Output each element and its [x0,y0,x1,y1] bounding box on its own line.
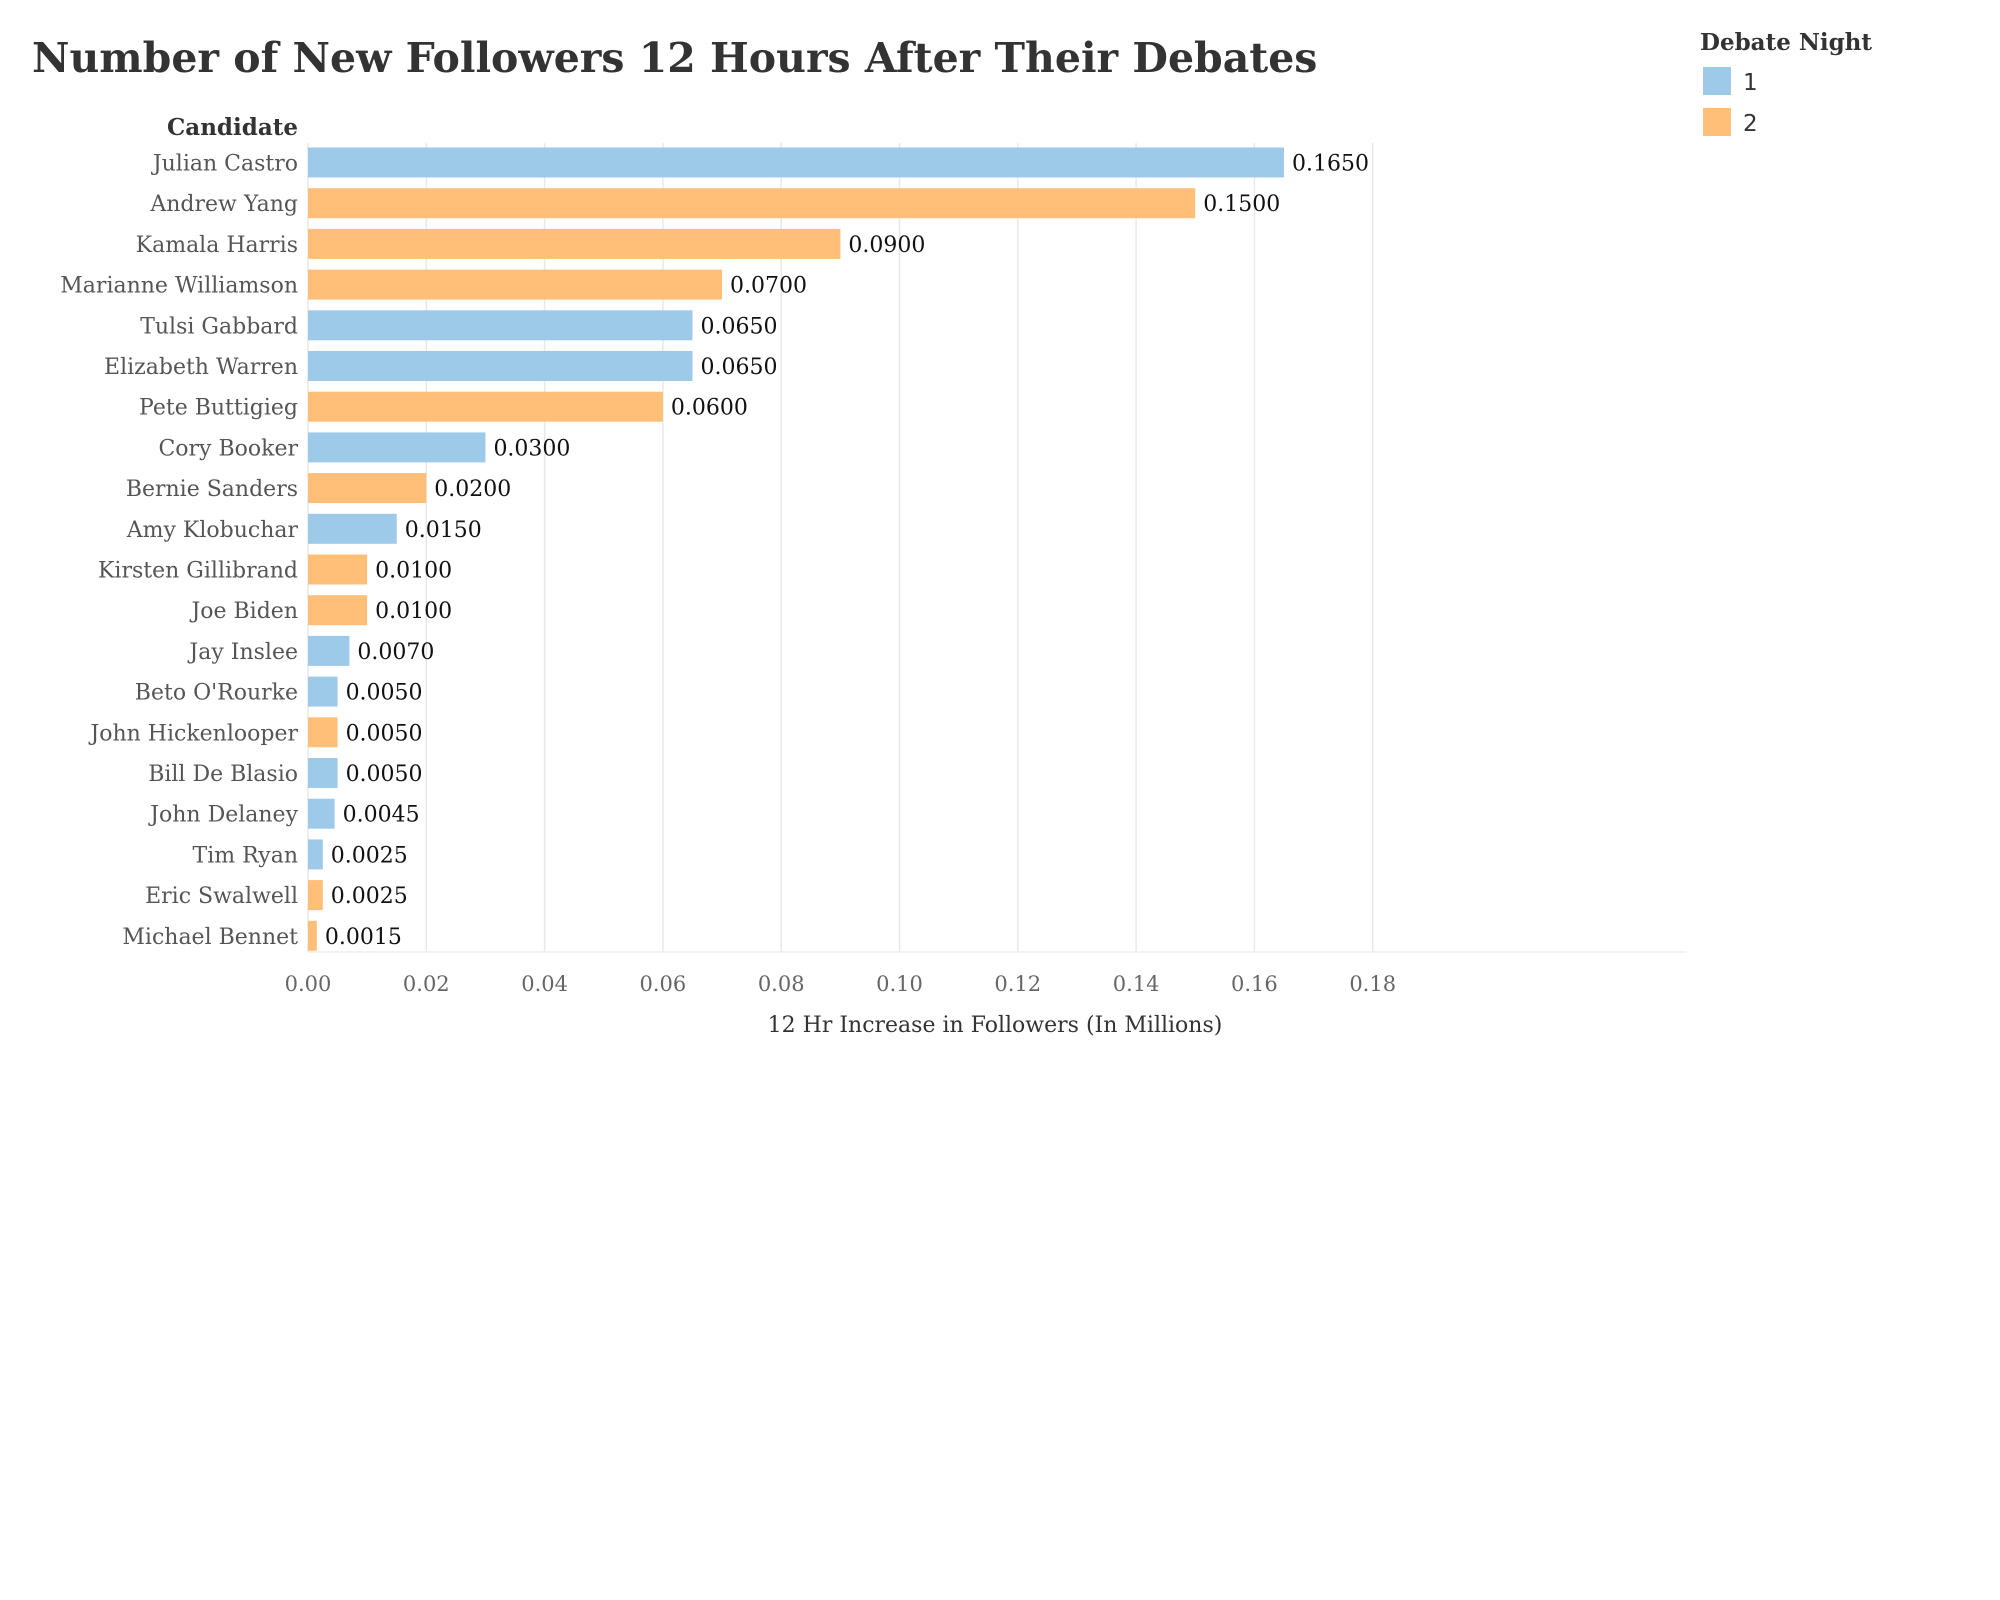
bar[interactable] [308,228,841,259]
bar[interactable] [308,635,350,666]
x-tick-label: 0.10 [876,972,923,996]
category-label: Marianne Williamson [60,274,298,299]
category-label: Jay Inslee [187,640,298,665]
legend-swatch-2 [1703,108,1731,136]
data-label: 0.0025 [331,884,408,909]
data-label: 0.0045 [343,803,420,828]
category-label: Cory Booker [158,436,298,461]
bar[interactable] [308,880,323,911]
category-label: Amy Klobuchar [126,518,299,543]
bar[interactable] [308,269,723,300]
bar[interactable] [308,473,427,504]
data-label: 0.0050 [346,681,423,706]
category-label: Pete Buttigieg [139,396,298,421]
data-label: 0.0650 [700,314,777,339]
bar[interactable] [308,351,693,381]
legend-title: Debate Night [1700,29,1872,56]
data-label: 0.1650 [1292,152,1369,177]
data-label: 0.0025 [331,843,408,868]
bar[interactable] [308,310,693,341]
x-tick-label: 0.14 [1113,972,1160,996]
data-label: 0.1500 [1203,192,1280,217]
bar[interactable] [308,513,397,544]
category-label: Andrew Yang [149,192,298,217]
category-axis-header: Candidate [167,114,298,141]
category-label: Beto O'Rourke [135,681,298,706]
bar[interactable] [308,798,335,829]
gridlines [307,143,1685,953]
category-label: Bernie Sanders [126,477,298,502]
category-label: John Hickenlooper [88,721,298,746]
bar[interactable] [308,717,338,748]
x-tick-label: 0.18 [1349,972,1396,996]
bar[interactable] [308,676,338,707]
data-label: 0.0600 [671,396,748,421]
x-tick-label: 0.08 [758,972,805,996]
bar[interactable] [308,188,1196,219]
data-label: 0.0100 [375,559,452,584]
category-labels: Julian Castro Andrew Yang Kamala Harris Mar… [60,152,298,950]
category-label: Kamala Harris [136,233,298,258]
chart-title: Number of New Followers 12 Hours After T… [32,34,1317,82]
data-label: 0.0070 [357,640,434,665]
category-label: Michael Bennet [122,925,298,950]
bar[interactable] [308,758,338,788]
data-label: 0.0700 [730,274,807,299]
category-label: John Delaney [148,803,298,828]
x-tick-label: 0.04 [521,972,568,996]
x-tick-label: 0.06 [640,972,687,996]
data-label: 0.0150 [405,518,482,543]
data-label: 0.0300 [493,436,570,461]
x-tick-label: 0.12 [994,972,1041,996]
category-label: Elizabeth Warren [104,355,298,380]
category-label: Julian Castro [151,152,298,177]
bar[interactable] [308,147,1284,178]
data-label: 0.0200 [434,477,511,502]
bar[interactable] [308,920,317,951]
bar[interactable] [308,554,368,585]
x-tick-label: 0.02 [403,972,450,996]
legend-swatch-1 [1703,67,1731,95]
legend-label-2: 2 [1743,111,1758,137]
data-label: 0.0100 [375,599,452,624]
data-label: 0.0050 [346,762,423,787]
category-label: Joe Biden [189,599,298,624]
data-label: 0.0015 [325,925,402,950]
bars [308,147,1284,951]
category-label: Tulsi Gabbard [140,314,298,339]
x-tick-label: 0.16 [1231,972,1278,996]
data-label: 0.0050 [346,721,423,746]
data-label: 0.0900 [848,233,925,258]
x-axis-title: 12 Hr Increase in Followers (In Millions… [768,1013,1223,1038]
category-label: Tim Ryan [193,843,298,868]
data-label: 0.0650 [700,355,777,380]
bar[interactable] [308,839,323,870]
category-label: Bill De Blasio [148,762,298,787]
bar[interactable] [308,391,663,422]
x-axis-ticks: 0.00 0.02 0.04 0.06 0.08 0.10 0.12 0.14 0.16 0.18 [285,972,1396,996]
category-label: Eric Swalwell [145,884,298,909]
legend: Debate Night 1 2 [1700,29,1872,137]
legend-label-1: 1 [1743,70,1758,96]
category-label: Kirsten Gillibrand [98,559,298,584]
x-tick-label: 0.00 [285,972,332,996]
bar[interactable] [308,432,486,463]
bar[interactable] [308,595,368,626]
value-labels: 0.1650 0.1500 0.0900 0.0700 0.0650 0.0650 0.06… [325,152,1369,950]
